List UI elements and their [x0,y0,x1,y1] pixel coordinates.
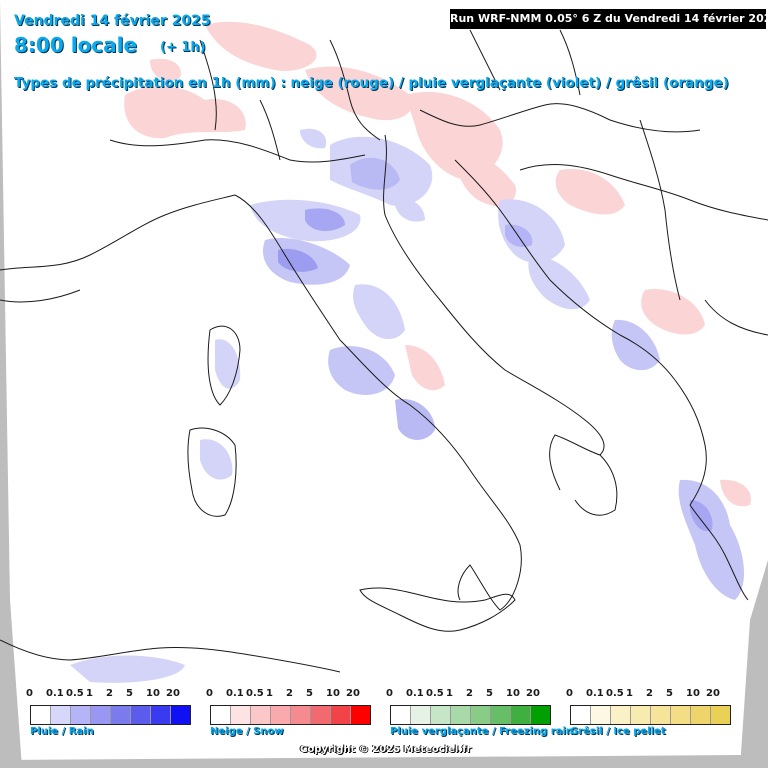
legend-tick-label: 0.1 [46,688,64,699]
legend-tick-label: 0.5 [426,688,444,699]
legend-swatches [570,705,731,725]
forecast-time: 8:00 locale [14,33,138,57]
legend-swatch [711,706,730,724]
legend-swatch [311,706,331,724]
legend-swatch [51,706,71,724]
legend-swatch [91,706,111,724]
legend-tick-label: 0 [206,688,213,699]
legend-tick-label: 1 [446,688,453,699]
legend-snow: 0 0.1 0.5 1 2 5 10 20 Neige / Snow [206,688,374,740]
map-frame-left [0,480,22,768]
legend-tick-label: 10 [146,688,160,699]
legend-tick-label: 0.1 [586,688,604,699]
legend-tick-label: 0 [386,688,393,699]
legend-tick-label: 1 [266,688,273,699]
forecast-offset: (+ 1h) [160,40,206,55]
legend-swatch [271,706,291,724]
legend-swatch [511,706,531,724]
legend-tick-label: 5 [306,688,313,699]
legend-swatch [591,706,611,724]
legend-swatch [611,706,631,724]
legend-tick-label: 0 [26,688,33,699]
legend-label: Neige / Snow [210,726,284,737]
run-label: Run WRF-NMM 0.05° 6 Z du Vendredi 14 fév… [450,9,768,29]
legend-tick-label: 2 [286,688,293,699]
legend-tick-label: 0.1 [226,688,244,699]
legend-swatch [451,706,471,724]
legend-label: Grêsil / Ice pellet [570,726,666,737]
legend-tick-label: 2 [646,688,653,699]
legend-ice-pellet: 0 0.1 0.5 1 2 5 10 20 Grêsil / Ice pellet [566,688,734,740]
legend-swatch [631,706,651,724]
legend-swatch [331,706,351,724]
legend-tick-label: 0 [566,688,573,699]
legend-label: Pluie / Rain [30,726,94,737]
legend-tick-label: 5 [666,688,673,699]
legend-tick-label: 5 [126,688,133,699]
map-frame-right [740,560,768,768]
legend-tick-label: 0.5 [606,688,624,699]
legend-swatches [390,705,551,725]
map-subtitle: Types de précipitation en 1h (mm) : neig… [14,75,729,91]
rain-areas [70,128,745,683]
legend-swatches [210,705,371,725]
legend-tick-label: 2 [106,688,113,699]
legend-ticks: 0 0.1 0.5 1 2 5 10 20 [26,688,210,702]
legend-tick-label: 20 [706,688,720,699]
legend-swatch [491,706,511,724]
legend-swatch [31,706,51,724]
legend-swatch [351,706,370,724]
legend-tick-label: 10 [686,688,700,699]
legend-swatch [691,706,711,724]
legend-swatch [71,706,91,724]
legend-swatches [30,705,191,725]
legend-tick-label: 20 [166,688,180,699]
legend-swatch [251,706,271,724]
legend-swatch [531,706,550,724]
legend-swatch [471,706,491,724]
legend-tick-label: 20 [346,688,360,699]
legend-swatch [431,706,451,724]
legend-swatch [131,706,151,724]
legend-tick-label: 1 [626,688,633,699]
copyright: Copyright © 2025 Meteociel.fr [300,744,472,755]
legend-swatch [231,706,251,724]
legend-ticks: 0 0.1 0.5 1 2 5 10 20 [566,688,750,702]
legend-tick-label: 5 [486,688,493,699]
legend-tick-label: 10 [506,688,520,699]
coastlines-borders [0,29,768,673]
legend-freezing-rain: 0 0.1 0.5 1 2 5 10 20 Pluie verglaçante / Freez… [386,688,573,740]
legend-tick-label: 0.5 [246,688,264,699]
legend-swatch [671,706,691,724]
forecast-date: Vendredi 14 février 2025 [14,13,211,29]
legend-tick-label: 2 [466,688,473,699]
legend-swatch [111,706,131,724]
legend-tick-label: 0.1 [406,688,424,699]
legend-swatch [411,706,431,724]
legend-rain: 0 0.1 0.5 1 2 5 10 20 Pluie / Rain [26,688,194,740]
legend-swatch [651,706,671,724]
legend-swatch [291,706,311,724]
legend-swatch [151,706,171,724]
legend-ticks: 0 0.1 0.5 1 2 5 10 20 [386,688,570,702]
legend-swatch [171,706,190,724]
legend-tick-label: 1 [86,688,93,699]
legend-tick-label: 10 [326,688,340,699]
legend-tick-label: 0.5 [66,688,84,699]
legend-swatch [571,706,591,724]
legend-swatch [391,706,411,724]
legend-ticks: 0 0.1 0.5 1 2 5 10 20 [206,688,390,702]
legend-label: Pluie verglaçante / Freezing rain [390,726,574,737]
legend-swatch [211,706,231,724]
legend-tick-label: 20 [526,688,540,699]
